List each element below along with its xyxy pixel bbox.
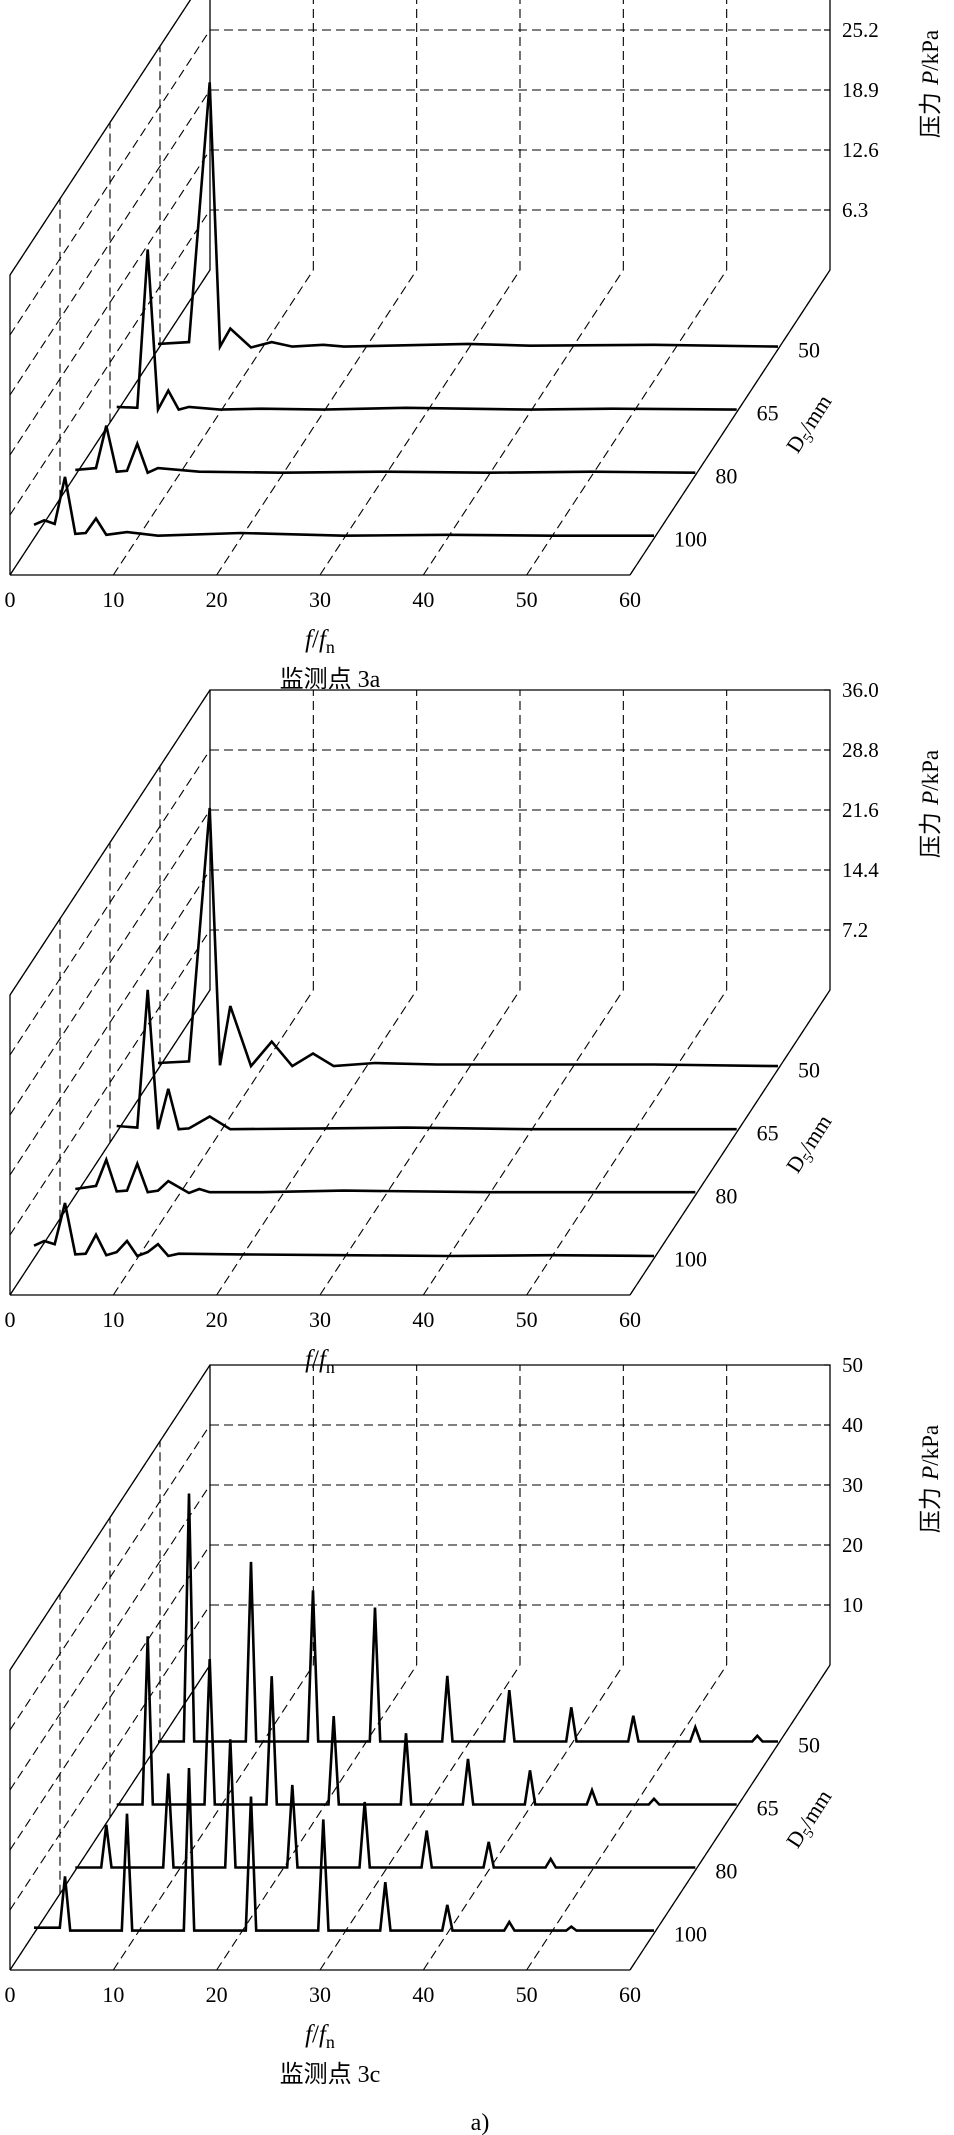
x-tick-label: 50 — [516, 1307, 538, 1332]
x-tick-label: 60 — [619, 1982, 641, 2007]
floor-depth-gridline — [319, 269, 521, 576]
left-wall-gridline — [9, 809, 211, 1116]
depth-tick-label: 50 — [798, 337, 820, 362]
series-line-100 — [33, 1202, 655, 1258]
y-axis-label: 压力 P/kPa — [918, 30, 944, 138]
floor-depth-gridline — [319, 989, 521, 1296]
series-line-80 — [75, 1155, 696, 1195]
series-line-100 — [34, 1768, 654, 1932]
x-tick-label: 10 — [102, 1307, 124, 1332]
floor-depth-gridline — [319, 1664, 521, 1971]
x-tick-label: 30 — [309, 1307, 331, 1332]
x-axis-label: f/fn — [305, 1346, 335, 1377]
y-tick-label: 7.2 — [842, 918, 868, 942]
series-line-80 — [75, 1739, 696, 1869]
depth-tick-label: 100 — [674, 526, 707, 551]
floor-depth-gridline — [629, 269, 831, 576]
x-tick-label: 50 — [516, 587, 538, 612]
floor-depth-gridline — [112, 1664, 314, 1971]
x-tick-label: 20 — [206, 587, 228, 612]
depth-tick-label: 80 — [715, 463, 737, 488]
x-tick-label: 10 — [102, 1982, 124, 2007]
y-tick-label: 10 — [842, 1593, 863, 1617]
y-tick-label: 36.0 — [842, 678, 879, 702]
series-line-65 — [116, 989, 737, 1131]
x-axis-label: f/fn — [305, 626, 335, 657]
y-tick-label: 21.6 — [842, 798, 879, 822]
figure-caption: a) — [471, 2110, 490, 2135]
y-tick-label: 14.4 — [842, 858, 879, 882]
y-tick-label: 18.9 — [842, 78, 879, 102]
floor-depth-gridline — [422, 989, 624, 1296]
chart-subtitle: 监测点 3a — [280, 666, 381, 693]
y-axis-label: 压力 P/kPa — [918, 1425, 944, 1533]
series-line-50 — [158, 1493, 778, 1743]
floor-depth-gridline — [629, 1664, 831, 1971]
depth-axis-label: D5/mm — [781, 1110, 840, 1179]
depth-tick-label: 80 — [715, 1858, 737, 1883]
depth-axis-label: D5/mm — [781, 390, 840, 459]
x-tick-label: 60 — [619, 587, 641, 612]
chart-monitoring-point-3b: 7.2 14.4 21.6 28.8 36.0 0 10 20 30 40 50 60 50 65 80 10… — [5, 678, 945, 1377]
depth-tick-label: 100 — [674, 1921, 707, 1946]
depth-tick-label: 65 — [757, 1795, 779, 1820]
floor-depth-gridline — [526, 1664, 728, 1971]
x-tick-label: 40 — [412, 1307, 434, 1332]
x-tick-label: 0 — [5, 1982, 16, 2007]
depth-tick-label: 65 — [757, 400, 779, 425]
left-wall-gridline — [9, 89, 211, 396]
chart-subtitle: 监测点 3c — [280, 2061, 381, 2088]
x-tick-label: 30 — [309, 587, 331, 612]
y-tick-label: 50 — [842, 1353, 863, 1377]
floor-depth-gridline — [526, 989, 728, 1296]
floor-depth-gridline — [112, 989, 314, 1296]
y-tick-label: 28.8 — [842, 738, 879, 762]
floor-depth-gridline — [422, 1664, 624, 1971]
depth-tick-label: 100 — [674, 1246, 707, 1271]
x-tick-label: 60 — [619, 1307, 641, 1332]
floor-depth-gridline — [526, 269, 728, 576]
depth-tick-label: 50 — [798, 1732, 820, 1757]
floor-depth-gridline — [422, 269, 624, 576]
x-tick-label: 40 — [412, 1982, 434, 2007]
chart-monitoring-point-3a: 6.312.618.925.231.5010203040506050658010… — [5, 0, 944, 693]
depth-axis-label: D5/mm — [781, 1785, 840, 1854]
x-tick-label: 50 — [516, 1982, 538, 2007]
y-tick-label: 20 — [842, 1533, 863, 1557]
y-tick-label: 25.2 — [842, 18, 879, 42]
y-axis-label: 压力 P/kPa — [918, 750, 944, 858]
series-line-50 — [157, 807, 779, 1069]
x-tick-label: 20 — [206, 1982, 228, 2007]
series-line-65 — [116, 249, 737, 415]
series-line-100 — [33, 476, 654, 538]
floor-depth-gridline — [216, 269, 418, 576]
series-line-80 — [75, 425, 696, 475]
y-tick-label: 6.3 — [842, 198, 868, 222]
x-tick-label: 0 — [5, 587, 16, 612]
floor-depth-gridline — [216, 1664, 418, 1971]
y-tick-label: 40 — [842, 1413, 863, 1437]
x-tick-label: 0 — [5, 1307, 16, 1332]
x-tick-label: 40 — [412, 587, 434, 612]
series-line-65 — [116, 1636, 737, 1806]
depth-tick-label: 65 — [757, 1120, 779, 1145]
x-tick-label: 30 — [309, 1982, 331, 2007]
y-tick-label: 12.6 — [842, 138, 879, 162]
left-wall-gridline — [9, 1484, 211, 1791]
x-axis-label: f/fn — [305, 2021, 335, 2052]
depth-tick-label: 50 — [798, 1057, 820, 1082]
series-line-50 — [157, 82, 779, 352]
chart-monitoring-point-3c: 10 20 30 40 50 0 10 20 30 40 50 60 50 65 80 100 D5/mm 压力 … — [5, 1353, 945, 2135]
x-tick-label: 20 — [206, 1307, 228, 1332]
floor-depth-gridline — [216, 989, 418, 1296]
floor-depth-gridline — [629, 989, 831, 1296]
x-tick-label: 10 — [102, 587, 124, 612]
floor-depth-gridline — [112, 269, 314, 576]
y-tick-label: 30 — [842, 1473, 863, 1497]
depth-tick-label: 80 — [715, 1183, 737, 1208]
